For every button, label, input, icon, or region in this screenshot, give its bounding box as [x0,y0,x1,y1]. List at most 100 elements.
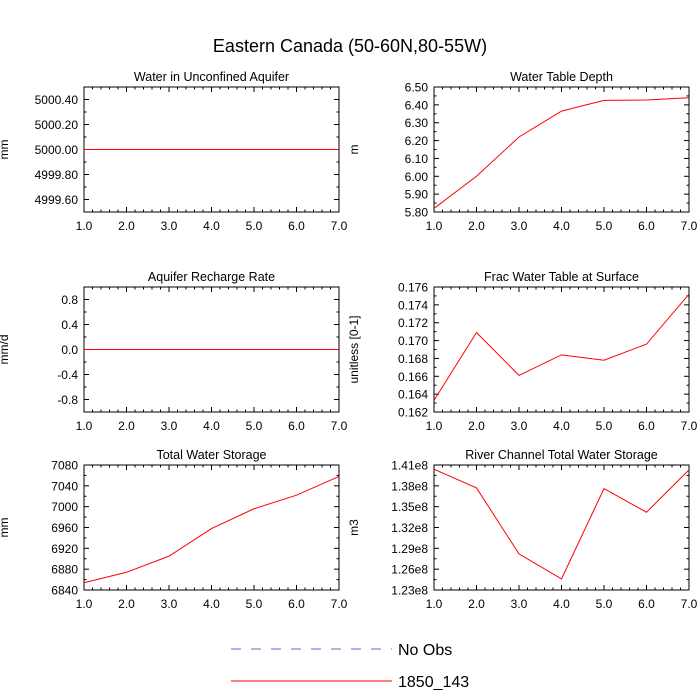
y-tick-label: 6.00 [405,170,429,184]
y-tick-label: 1.29e8 [391,542,428,556]
y-tick-label: 6.30 [405,116,429,130]
x-tick-label: 2.0 [118,419,135,433]
legend-label-no-obs: No Obs [398,642,452,659]
y-tick-label: 6.40 [405,98,429,112]
y-tick-label: 5000.00 [35,143,79,157]
panel-2: Water Table Depth m 1.0 2.0 3.0 4.0 5.0 6.0 7.0 5… [347,70,698,233]
y-tick-label: 5.80 [405,206,429,220]
y-tick-label: 0.170 [398,334,428,348]
y-tick-label: 0.164 [398,388,428,402]
x-tick-label: 5.0 [246,597,263,611]
y-tick-label: 5000.20 [35,118,79,132]
x-tick-label: 4.0 [553,597,570,611]
plot-frame [83,464,340,591]
y-tick-label: 0.162 [398,406,428,420]
x-tick-label: 2.0 [468,597,485,611]
x-tick-label: 7.0 [681,219,698,233]
x-tick-label: 5.0 [596,597,613,611]
panel-grid: Water in Unconfined Aquifer mm 1.0 2.0 3.0 4.… [0,70,698,611]
x-tick-label: 4.0 [203,419,220,433]
x-tick-label: 1.0 [426,419,443,433]
x-tick-label: 2.0 [118,597,135,611]
y-tick-label: 0.8 [61,293,78,307]
x-tick-label: 3.0 [511,419,528,433]
panel-5: Total Water Storage mm 1.0 2.0 3.0 4.0 5.0 6.0 7… [0,448,348,611]
x-tick-label: 1.0 [426,219,443,233]
y-tick-label: 4999.60 [35,193,79,207]
y-tick-label: 6960 [51,521,78,535]
y-tick-label: 1.41e8 [391,459,428,473]
y-axis-label: mm/d [0,335,11,365]
x-tick-label: 7.0 [331,419,348,433]
y-tick-label: 0.176 [398,281,428,295]
figure-title: Eastern Canada (50-60N,80-55W) [213,36,487,56]
x-tick-label: 2.0 [468,219,485,233]
x-tick-label: 5.0 [246,419,263,433]
series-line-1850_143 [433,468,690,580]
x-tick-label: 6.0 [288,219,305,233]
x-tick-label: 5.0 [596,219,613,233]
x-tick-label: 7.0 [681,419,698,433]
x-tick-label: 3.0 [511,597,528,611]
panel-1: Water in Unconfined Aquifer mm 1.0 2.0 3.0 4.… [0,70,348,233]
y-tick-label: 6.50 [405,81,429,95]
panel-title: Frac Water Table at Surface [484,270,639,284]
y-axis-label: mm [0,140,11,160]
panel-4: Frac Water Table at Surface unitless [0-1… [347,270,698,433]
plot-frame [433,464,690,591]
plot-frame [433,86,690,213]
x-tick-label: 1.0 [426,597,443,611]
y-tick-label: 0.174 [398,298,428,312]
x-tick-label: 6.0 [638,597,655,611]
plot-frame [433,286,690,413]
x-tick-label: 7.0 [331,597,348,611]
y-tick-label: 1.23e8 [391,584,428,598]
y-tick-label: 1.35e8 [391,500,428,514]
x-tick-label: 2.0 [118,219,135,233]
x-tick-label: 7.0 [681,597,698,611]
panel-title: Total Water Storage [156,448,266,462]
y-tick-label: -0.8 [57,393,78,407]
x-tick-label: 5.0 [246,219,263,233]
x-tick-label: 5.0 [596,419,613,433]
y-tick-label: 1.38e8 [391,479,428,493]
x-tick-label: 1.0 [76,597,93,611]
panel-title: Water Table Depth [510,70,613,84]
legend: No Obs 1850_143 [231,642,469,691]
y-tick-label: 1.26e8 [391,563,428,577]
y-tick-label: 0.172 [398,316,428,330]
y-tick-label: 7080 [51,459,78,473]
y-axis-label: m [347,145,361,155]
x-tick-label: 2.0 [468,419,485,433]
x-tick-label: 6.0 [638,419,655,433]
x-tick-label: 3.0 [161,597,178,611]
x-tick-label: 4.0 [553,219,570,233]
y-axis-label: mm [0,518,11,538]
x-tick-label: 1.0 [76,419,93,433]
y-tick-label: 6920 [51,542,78,556]
y-tick-label: 0.166 [398,370,428,384]
x-tick-label: 3.0 [511,219,528,233]
y-tick-label: 0.168 [398,352,428,366]
y-tick-label: 6840 [51,584,78,598]
y-axis-label: m3 [347,519,361,536]
x-tick-label: 6.0 [638,219,655,233]
x-tick-label: 4.0 [203,597,220,611]
y-tick-label: 4999.80 [35,168,79,182]
panel-6: River Channel Total Water Storage m3 1.0 2.… [347,448,698,611]
y-tick-label: 6.10 [405,152,429,166]
panel-title: River Channel Total Water Storage [465,448,658,462]
series-line-1850_143 [83,476,340,584]
series-line-1850_143 [433,97,690,209]
x-tick-label: 3.0 [161,219,178,233]
x-tick-label: 6.0 [288,597,305,611]
legend-label-1850-143: 1850_143 [398,674,469,691]
y-tick-label: 1.32e8 [391,521,428,535]
y-tick-label: 0.4 [61,318,78,332]
x-tick-label: 3.0 [161,419,178,433]
y-tick-label: 5.90 [405,188,429,202]
x-tick-label: 7.0 [331,219,348,233]
y-tick-label: -0.4 [57,368,78,382]
series-line-1850_143 [433,293,690,401]
